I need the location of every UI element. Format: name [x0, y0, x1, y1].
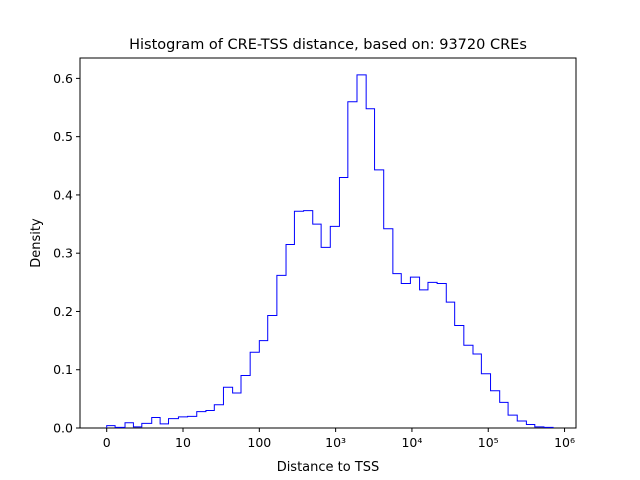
- y-tick-label: 0.3: [53, 246, 73, 261]
- y-tick-label: 0.4: [53, 187, 73, 202]
- histogram-step-line: [106, 74, 554, 428]
- x-tick-label: 10⁶: [554, 435, 575, 450]
- x-tick-label: 10³: [325, 435, 346, 450]
- x-tick-label: 100: [247, 435, 271, 450]
- y-axis-label: Density: [29, 218, 44, 268]
- y-tick-label: 0.6: [53, 71, 73, 86]
- x-axis-label: Distance to TSS: [277, 460, 380, 475]
- y-tick-label: 0.0: [53, 421, 73, 436]
- y-tick-label: 0.1: [53, 362, 73, 377]
- y-axis: 0.0 0.1 0.2 0.3 0.4 0.5 0.6: [53, 71, 80, 436]
- x-tick-label: 10⁵: [478, 435, 499, 450]
- x-tick-label: 10: [175, 435, 191, 450]
- x-tick-label: 10⁴: [401, 435, 422, 450]
- chart-title: Histogram of CRE-TSS distance, based on:…: [129, 37, 527, 53]
- y-tick-label: 0.5: [53, 129, 73, 144]
- y-tick-label: 0.2: [53, 304, 73, 319]
- plot-area: [79, 57, 577, 429]
- x-axis: 0 10 100 10³ 10⁴ 10⁵ 10⁶: [103, 428, 575, 450]
- x-tick-label: 0: [103, 435, 111, 450]
